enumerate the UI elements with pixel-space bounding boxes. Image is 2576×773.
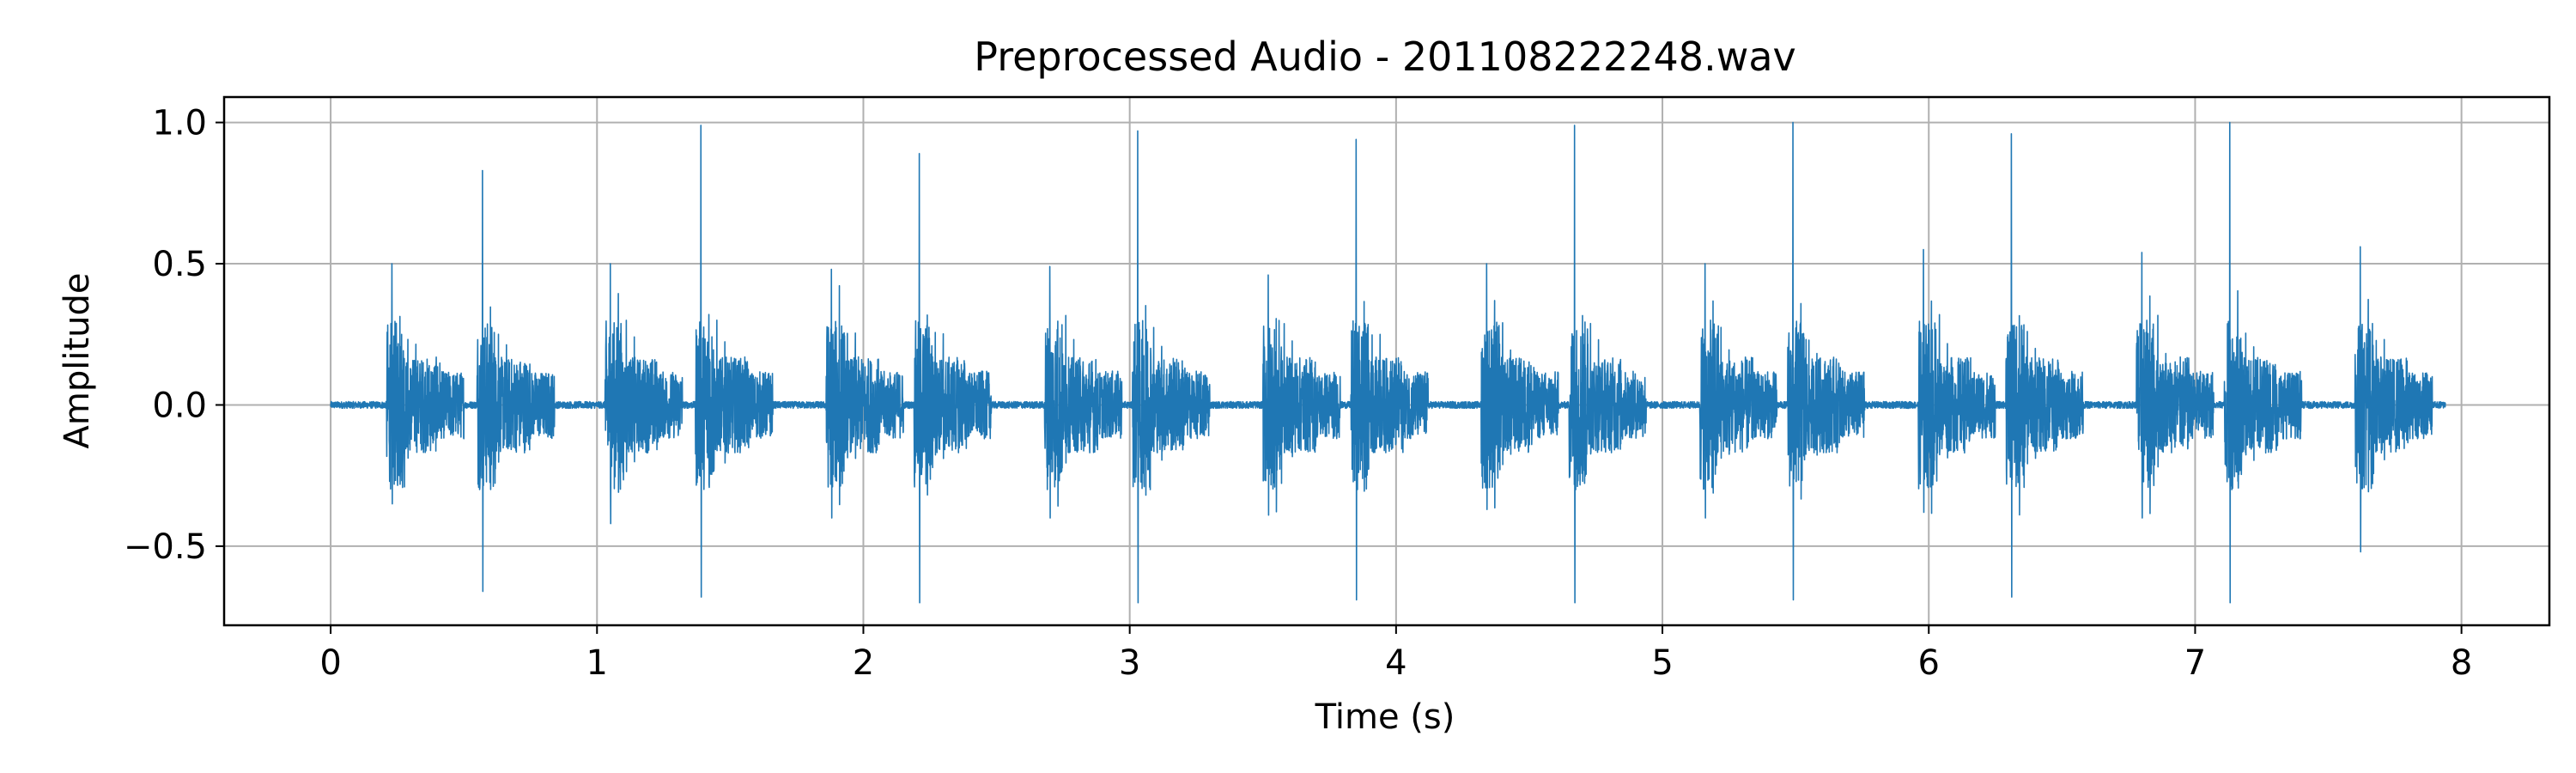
chart-title: Preprocessed Audio - 201108222248.wav [974,33,1795,80]
x-tick-label: 8 [2451,643,2472,683]
y-tick-label: 0.0 [152,386,207,425]
x-tick-label: 5 [1651,643,1673,683]
axis-ticks: 0 1 2 3 4 5 6 7 8 −0.5 0.0 0.5 1.0 [124,104,2473,683]
y-axis-label: Amplitude [58,273,97,449]
plot-area [330,121,2446,604]
x-tick-label: 4 [1385,643,1406,683]
x-tick-label: 6 [1918,643,1940,683]
x-tick-label: 7 [2184,643,2206,683]
waveform-line [330,121,2446,604]
y-tick-label: 0.5 [152,245,207,284]
x-tick-label: 3 [1119,643,1140,683]
plot-frame [222,95,2551,627]
x-tick-label: 1 [586,643,608,683]
x-axis-label: Time (s) [1315,697,1455,737]
x-tick-label: 2 [853,643,874,683]
y-tick-label: −0.5 [124,527,207,567]
x-tick-label: 0 [319,643,341,683]
y-tick-label: 1.0 [152,104,207,143]
